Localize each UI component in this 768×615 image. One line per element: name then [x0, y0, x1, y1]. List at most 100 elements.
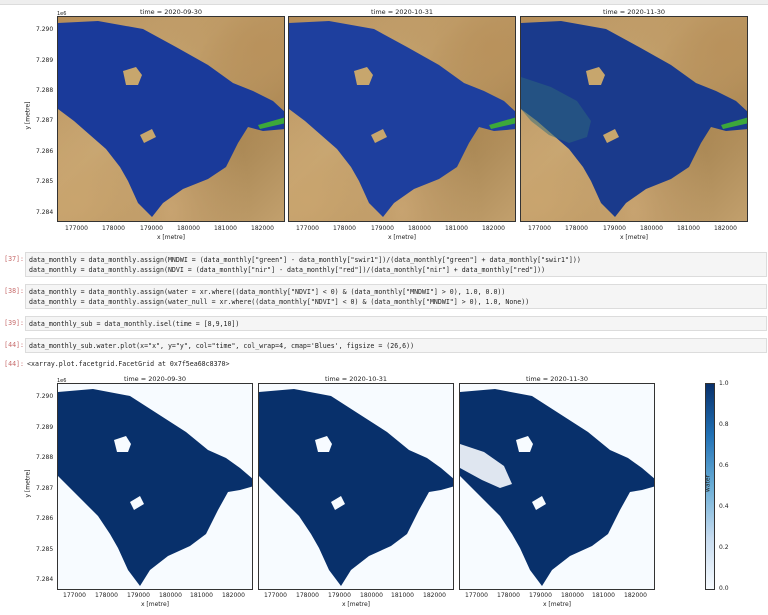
x-tick: 182000: [714, 225, 737, 232]
x-tick: 177000: [296, 225, 319, 232]
code-editor[interactable]: data_monthly = data_monthly.assign(water…: [25, 284, 767, 309]
x-tick: 181000: [445, 225, 468, 232]
rgb-panel-2: [288, 16, 516, 222]
x-tick: 178000: [102, 225, 125, 232]
water-panel-3: [459, 383, 655, 590]
y-tick: 7.288: [36, 87, 54, 94]
x-tick: 179000: [127, 592, 150, 599]
water-mask-shape: [460, 389, 654, 586]
x-tick: 179000: [529, 592, 552, 599]
cell-prompt: [37]:: [4, 255, 24, 263]
x-tick: 177000: [465, 592, 488, 599]
x-tick: 182000: [423, 592, 446, 599]
code-editor[interactable]: data_monthly_sub = data_monthly.isel(tim…: [25, 316, 767, 331]
panel-title-3: time = 2020-11-30: [602, 8, 666, 16]
x-tick: 180000: [177, 225, 200, 232]
panel-title-2: time = 2020-10-31: [324, 375, 388, 383]
colorbar-tick: 0.2: [719, 544, 729, 551]
x-tick: 179000: [371, 225, 394, 232]
lake-shape: [289, 21, 515, 217]
offset-label: 1e6: [57, 11, 67, 17]
y-tick: 7.285: [36, 178, 54, 185]
x-tick: 179000: [603, 225, 626, 232]
panel-title-3: time = 2020-11-30: [525, 375, 589, 383]
x-tick: 180000: [561, 592, 584, 599]
water-mask-shape: [259, 389, 453, 586]
code-line: data_monthly_sub = data_monthly.isel(tim…: [29, 320, 240, 328]
y-tick: 7.284: [36, 576, 54, 583]
x-tick: 178000: [296, 592, 319, 599]
y-tick: 7.284: [36, 209, 54, 216]
x-tick: 182000: [624, 592, 647, 599]
previous-output-bar: [0, 0, 768, 5]
x-tick: 178000: [333, 225, 356, 232]
x-tick: 181000: [190, 592, 213, 599]
x-tick: 178000: [565, 225, 588, 232]
x-axis-label: x [metre]: [619, 234, 649, 241]
code-line: data_monthly = data_monthly.assign(water…: [29, 298, 530, 306]
panel-title-1: time = 2020-09-30: [139, 8, 203, 16]
panel-title-2: time = 2020-10-31: [370, 8, 434, 16]
code-editor[interactable]: data_monthly_sub.water.plot(x="x", y="y"…: [25, 338, 767, 353]
x-tick: 179000: [140, 225, 163, 232]
x-tick: 177000: [63, 592, 86, 599]
x-tick: 180000: [640, 225, 663, 232]
y-tick: 7.288: [36, 454, 54, 461]
cell-prompt: [38]:: [4, 287, 24, 295]
x-tick: 179000: [328, 592, 351, 599]
x-tick: 177000: [528, 225, 551, 232]
lake-shape: [521, 21, 747, 217]
y-tick: 7.286: [36, 148, 54, 155]
x-tick: 181000: [677, 225, 700, 232]
output-text: <xarray.plot.facetgrid.FacetGrid at 0x7f…: [27, 360, 230, 368]
code-line: data_monthly = data_monthly.assign(MNDWI…: [29, 256, 581, 264]
colorbar: [705, 383, 715, 590]
y-tick: 7.289: [36, 424, 54, 431]
y-tick: 7.289: [36, 57, 54, 64]
x-tick: 182000: [482, 225, 505, 232]
rgb-panel-1: [57, 16, 285, 222]
x-tick: 182000: [222, 592, 245, 599]
y-axis-label: y [metre]: [24, 469, 32, 498]
code-line: data_monthly = data_monthly.assign(water…: [29, 288, 506, 296]
colorbar-tick: 0.0: [719, 585, 729, 592]
x-tick: 177000: [264, 592, 287, 599]
panel-title-1: time = 2020-09-30: [123, 375, 187, 383]
x-tick: 180000: [408, 225, 431, 232]
colorbar-tick: 0.6: [719, 462, 729, 469]
x-axis-label: x [metre]: [341, 601, 371, 608]
y-tick: 7.285: [36, 546, 54, 553]
x-tick: 180000: [159, 592, 182, 599]
rgb-panel-3: [520, 16, 748, 222]
y-tick: 7.290: [36, 393, 54, 400]
water-panel-2: [258, 383, 454, 590]
y-axis-label: y [metre]: [24, 101, 32, 130]
colorbar-tick: 0.8: [719, 421, 729, 428]
code-line: data_monthly_sub.water.plot(x="x", y="y"…: [29, 342, 415, 350]
colorbar-label: water: [704, 474, 712, 493]
y-tick: 7.287: [36, 117, 54, 124]
code-editor[interactable]: data_monthly = data_monthly.assign(MNDWI…: [25, 252, 767, 277]
x-tick: 181000: [214, 225, 237, 232]
x-axis-label: x [metre]: [156, 234, 186, 241]
water-panel-1: [57, 383, 253, 590]
cell-prompt: [44]:: [4, 341, 24, 349]
cell-prompt: [39]:: [4, 319, 24, 327]
x-tick: 177000: [65, 225, 88, 232]
x-axis-label: x [metre]: [387, 234, 417, 241]
x-axis-label: x [metre]: [140, 601, 170, 608]
lake-shape: [58, 21, 284, 217]
x-tick: 182000: [251, 225, 274, 232]
y-tick: 7.287: [36, 485, 54, 492]
x-tick: 178000: [497, 592, 520, 599]
offset-label: 1e6: [57, 378, 67, 384]
x-tick: 178000: [95, 592, 118, 599]
x-tick: 181000: [391, 592, 414, 599]
colorbar-tick: 0.4: [719, 503, 729, 510]
x-axis-label: x [metre]: [542, 601, 572, 608]
water-mask-shape: [58, 389, 252, 586]
output-prompt: [44]:: [4, 360, 24, 368]
y-tick: 7.286: [36, 515, 54, 522]
x-tick: 180000: [360, 592, 383, 599]
y-tick: 7.290: [36, 26, 54, 33]
